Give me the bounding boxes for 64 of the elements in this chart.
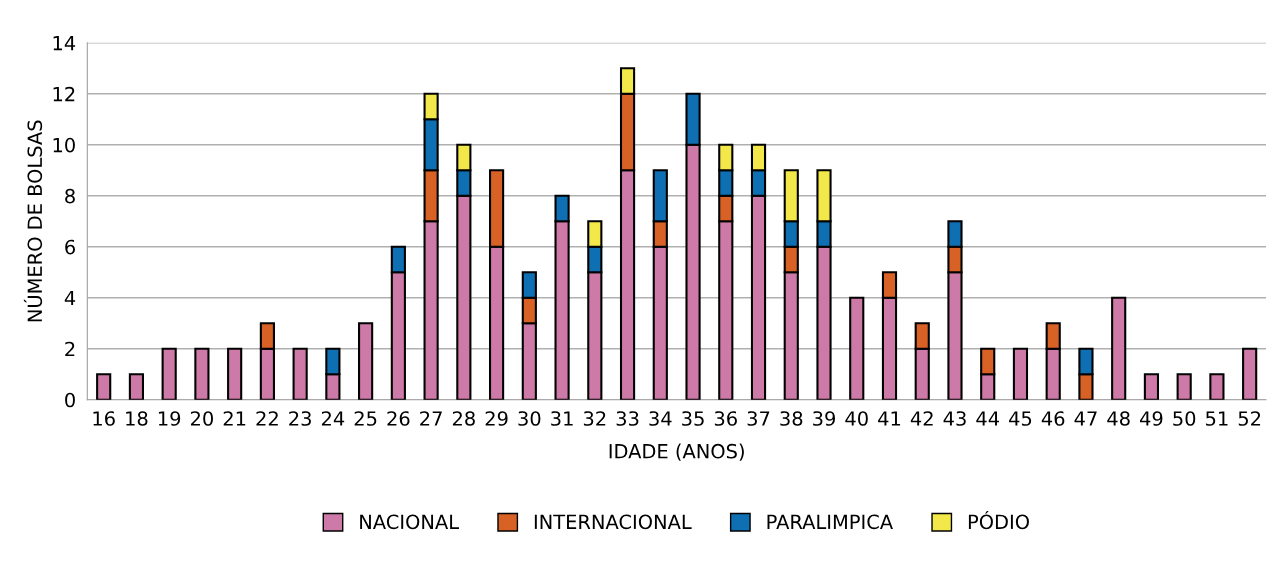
x-tick-label: 26 xyxy=(387,411,410,426)
y-tick-label: 10 xyxy=(53,137,75,153)
x-axis-title: IDADE (ANOS) xyxy=(609,443,744,461)
x-tick-label: 52 xyxy=(1238,411,1261,426)
y-tick-label: 4 xyxy=(64,290,76,306)
x-tick-label: 18 xyxy=(126,411,148,426)
x-tick-label: 48 xyxy=(1107,411,1130,426)
x-tick-label: 51 xyxy=(1206,411,1228,426)
x-tick-label: 37 xyxy=(747,411,770,426)
x-tick-label: 43 xyxy=(943,411,966,426)
x-tick-label: 36 xyxy=(714,411,737,426)
bar xyxy=(96,373,112,400)
x-tick-label: 41 xyxy=(878,411,901,426)
y-tick-label: 0 xyxy=(65,392,75,408)
bar xyxy=(1242,347,1258,400)
bar xyxy=(358,322,374,400)
y-axis-title: NÚMERO DE BOLSAS xyxy=(23,120,43,322)
x-tick-label: 49 xyxy=(1140,411,1163,426)
legend-label: PARALIMPICA xyxy=(767,514,893,530)
x-tick-label: 23 xyxy=(289,411,311,426)
x-tick-label: 47 xyxy=(1074,411,1097,426)
y-tick-label: 12 xyxy=(53,86,75,102)
x-tick-label: 27 xyxy=(420,411,442,426)
bar xyxy=(1176,373,1192,400)
bar xyxy=(1111,296,1127,400)
x-tick-label: 30 xyxy=(518,411,541,426)
bar xyxy=(161,347,177,400)
x-tick-label: 44 xyxy=(976,411,999,426)
x-tick-label: 33 xyxy=(616,411,639,426)
x-tick-label: 29 xyxy=(485,411,508,426)
bar xyxy=(292,347,308,400)
x-tick-label: 31 xyxy=(551,411,573,426)
x-tick-label: 32 xyxy=(583,411,606,426)
bar xyxy=(1209,373,1225,400)
y-tick-label: 6 xyxy=(65,239,75,255)
x-tick-label: 20 xyxy=(190,411,213,426)
bar xyxy=(1012,347,1029,400)
legend-label: PÓDIO xyxy=(968,510,1029,530)
x-tick-label: 34 xyxy=(649,411,672,426)
x-tick-label: 16 xyxy=(93,411,115,426)
x-tick-label: 19 xyxy=(158,411,181,426)
x-tick-label: 39 xyxy=(813,411,836,426)
legend-label: NACIONAL xyxy=(360,514,459,530)
bar xyxy=(227,347,243,400)
bar xyxy=(194,347,210,400)
bar xyxy=(1143,373,1160,400)
bar xyxy=(128,373,145,400)
y-tick-label: 14 xyxy=(53,36,76,51)
x-tick-label: 22 xyxy=(256,411,278,426)
x-tick-label: 38 xyxy=(780,411,803,426)
x-tick-label: 50 xyxy=(1173,411,1196,426)
legend-label: INTERNACIONAL xyxy=(534,514,692,530)
x-tick-label: 25 xyxy=(354,411,377,426)
x-tick-label: 40 xyxy=(845,411,868,426)
x-tick-label: 21 xyxy=(223,411,246,426)
y-tick-label: 8 xyxy=(65,188,75,204)
x-tick-label: 42 xyxy=(910,411,933,426)
x-tick-label: 24 xyxy=(321,411,345,426)
bar xyxy=(849,296,865,400)
x-tick-label: 45 xyxy=(1009,411,1032,426)
x-tick-label: 35 xyxy=(682,411,704,426)
x-tick-label: 46 xyxy=(1041,411,1065,426)
x-tick-label: 28 xyxy=(452,411,475,426)
y-tick-label: 2 xyxy=(65,341,75,357)
